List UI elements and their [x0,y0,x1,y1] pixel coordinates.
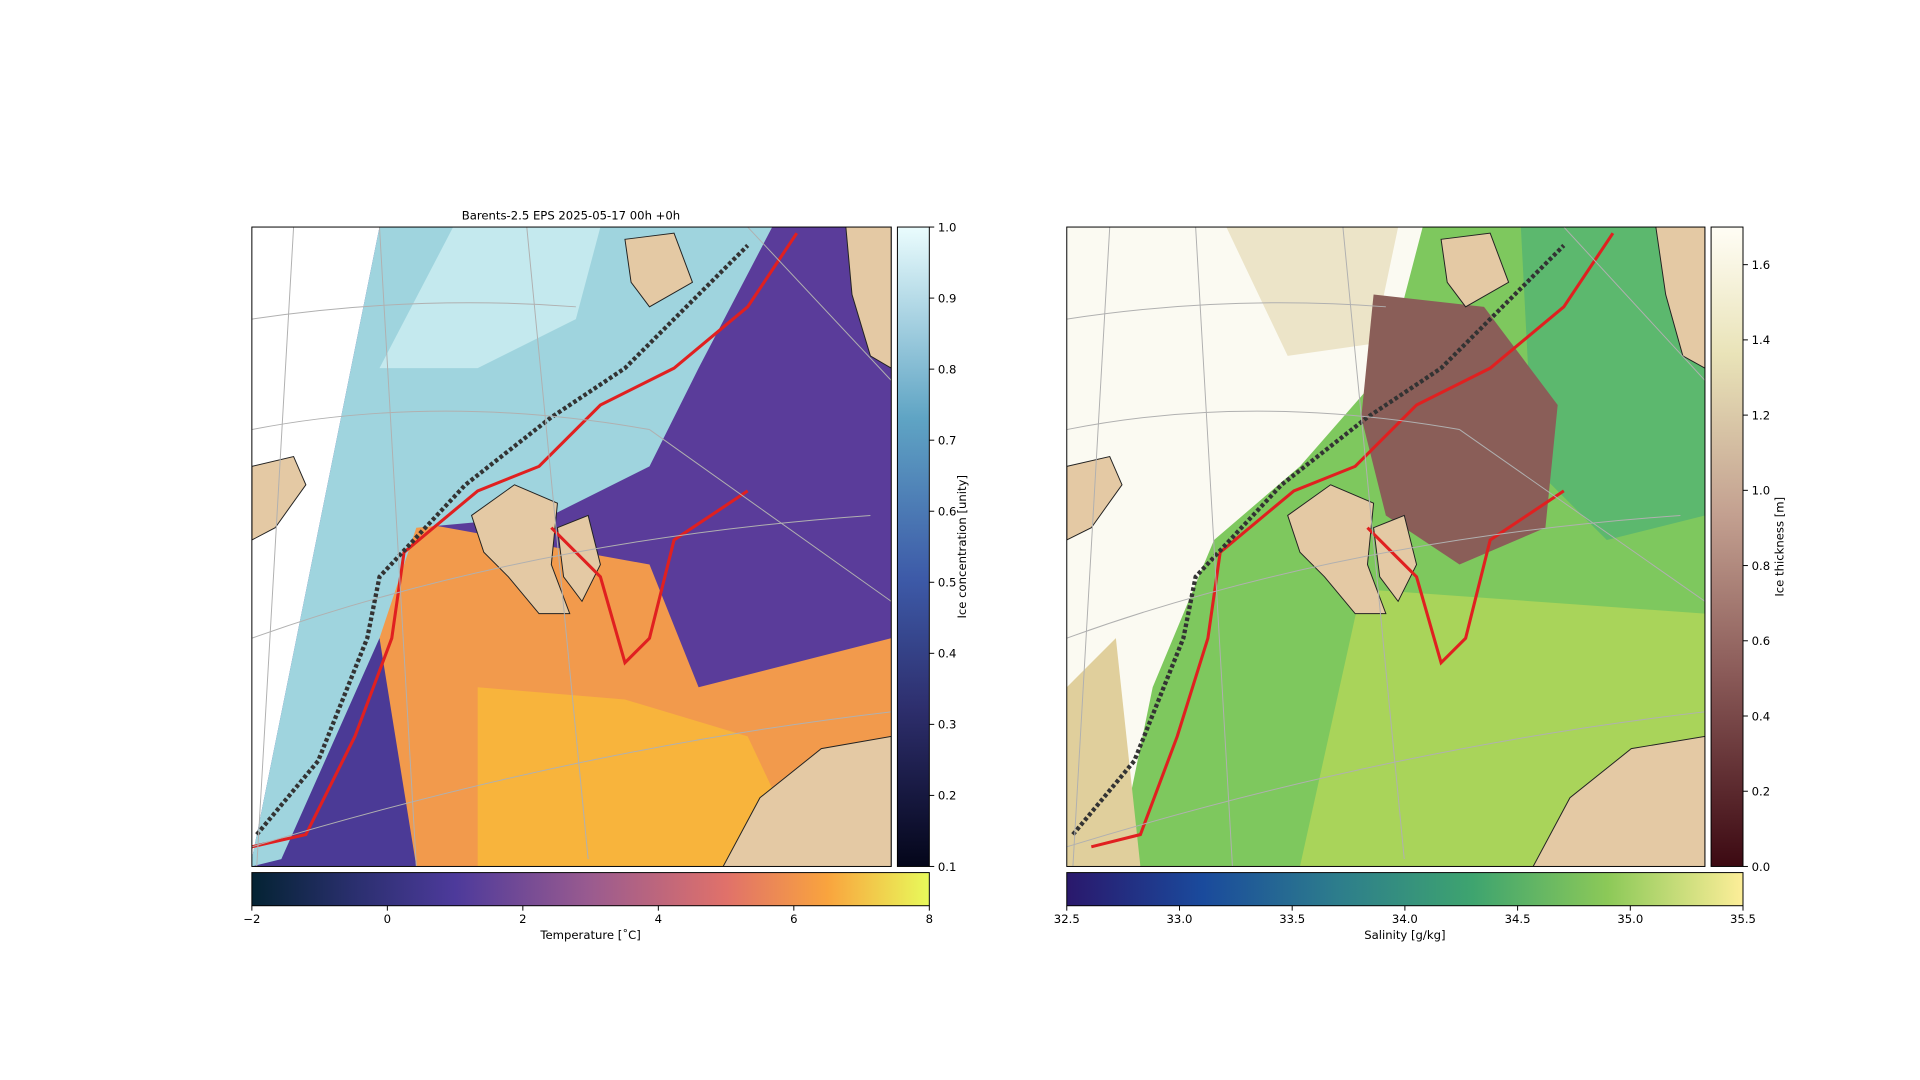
tick-label: 1.2 [1752,408,1771,422]
tick-label: 0.9 [938,291,957,305]
tick-label: 33.0 [1167,912,1193,926]
tick-label: 0.4 [938,647,957,661]
tick-label: 0.5 [938,576,957,590]
tick-label: 0.7 [938,433,957,447]
colorbar [1710,226,1744,867]
tick-label: 33.5 [1279,912,1305,926]
tick-label: 0.2 [1752,785,1771,799]
tick-label: 0.1 [938,860,957,874]
tick-label: 0 [384,912,391,926]
tick-label: 4 [655,912,662,926]
tick-label: 0.0 [1752,860,1771,874]
colorbar [251,872,930,907]
tick-label: 0.2 [938,789,957,803]
colorbar [896,226,930,867]
tick-label: 34.0 [1392,912,1418,926]
tick-label: 0.8 [938,362,957,376]
map-frame [251,226,892,867]
tick-label: 1.6 [1752,258,1771,272]
tick-label: 0.6 [1752,634,1771,648]
colorbar-label: Temperature [˚C] [539,927,640,942]
tick-label: 1.0 [1752,484,1771,498]
tick-label: 2 [519,912,526,926]
colorbar-label: Ice concentration [unity] [955,475,969,619]
salinity-map [1066,227,1705,867]
temperature-map [251,227,892,867]
tick-label: 1.0 [938,220,957,234]
colorbar [1066,872,1744,907]
tick-label: 32.5 [1054,912,1080,926]
tick-label: 6 [790,912,797,926]
tick-label: 0.3 [938,718,957,732]
title: Barents-2.5 EPS 2025-05-17 00h +0h [462,209,680,223]
tick-label: 35.0 [1617,912,1643,926]
tick-label: 34.5 [1505,912,1531,926]
tick-label: −2 [243,912,260,926]
tick-label: 0.4 [1752,709,1771,723]
tick-label: 0.8 [1752,559,1771,573]
colorbar-label: Ice thickness [m] [1773,497,1787,597]
map-frame [1066,226,1706,867]
tick-label: 1.4 [1752,333,1771,347]
colorbar-label: Salinity [g/kg] [1364,928,1445,942]
tick-label: 35.5 [1730,912,1756,926]
tick-label: 8 [926,912,933,926]
tick-label: 0.6 [938,505,957,519]
